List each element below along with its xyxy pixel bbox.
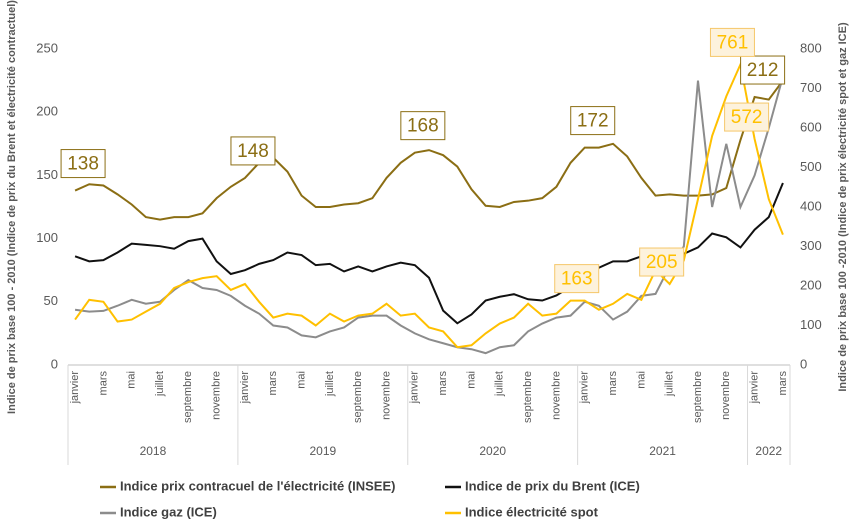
x-tick-label: mai — [465, 371, 477, 389]
x-tick-label: janvier — [409, 371, 421, 405]
year-label: 2021 — [649, 444, 676, 458]
data-label: 148 — [237, 141, 269, 162]
x-tick-label: janvier — [749, 371, 761, 405]
legend-label: Indice prix contracuel de l'électricité … — [120, 478, 395, 493]
y2-tick-label: 100 — [800, 317, 822, 332]
year-label: 2019 — [309, 444, 336, 458]
x-tick-label: juillet — [324, 371, 336, 397]
x-tick-label: janvier — [579, 371, 591, 405]
legend-label: Indice électricité spot — [465, 504, 599, 519]
x-tick-label: mars — [777, 371, 789, 396]
y-tick-label: 100 — [36, 230, 58, 245]
x-tick-label: mai — [126, 371, 138, 389]
y-tick-label: 200 — [36, 104, 58, 119]
x-tick-label: mars — [607, 371, 619, 396]
x-tick-label: novembre — [211, 371, 223, 420]
y2-axis-title: Indice de prix base 100 -2010 (Indice de… — [837, 22, 849, 392]
y-tick-label: 250 — [36, 40, 58, 55]
series-line — [74, 80, 784, 221]
x-tick-label: novembre — [550, 371, 562, 420]
data-label: 205 — [646, 252, 678, 273]
y2-tick-label: 300 — [800, 238, 822, 253]
data-label: 172 — [577, 111, 609, 132]
x-tick-label: janvier — [239, 371, 251, 405]
x-tick-label: mars — [437, 371, 449, 396]
x-tick-label: novembre — [720, 371, 732, 420]
y-tick-label: 0 — [51, 356, 58, 371]
y2-tick-label: 0 — [800, 356, 807, 371]
year-label: 2018 — [140, 444, 167, 458]
x-tick-label: juillet — [494, 371, 506, 397]
y2-tick-label: 600 — [800, 119, 822, 134]
legend-label: Indice de prix du Brent (ICE) — [465, 478, 640, 493]
year-label: 2020 — [479, 444, 506, 458]
x-tick-label: mai — [295, 371, 307, 389]
data-label: 168 — [407, 116, 439, 137]
y-tick-label: 150 — [36, 167, 58, 182]
x-tick-label: juillet — [664, 371, 676, 397]
data-label: 163 — [561, 269, 593, 290]
label-box — [554, 264, 600, 294]
x-tick-label: septembre — [522, 371, 534, 423]
label-box — [740, 55, 786, 85]
data-label: 572 — [731, 107, 763, 128]
x-tick-label: mars — [97, 371, 109, 396]
x-tick-label: septembre — [692, 371, 704, 423]
data-label: 138 — [67, 154, 99, 175]
y2-tick-label: 200 — [800, 277, 822, 292]
label-box — [570, 106, 616, 136]
data-label: 761 — [717, 32, 749, 53]
y2-tick-label: 700 — [800, 80, 822, 95]
y2-tick-label: 800 — [800, 40, 822, 55]
x-tick-label: mars — [267, 371, 279, 396]
series-line — [74, 61, 784, 349]
data-label: 212 — [747, 60, 779, 81]
label-box — [60, 149, 106, 179]
x-tick-label: septembre — [182, 371, 194, 423]
legend-label: Indice gaz (ICE) — [120, 504, 217, 519]
x-tick-label: novembre — [380, 371, 392, 420]
x-tick-label: janvier — [69, 371, 81, 405]
y-tick-label: 50 — [44, 293, 58, 308]
label-box — [230, 136, 276, 166]
label-box — [400, 111, 446, 141]
x-tick-label: mai — [635, 371, 647, 389]
y-axis-title: Indice de prix base 100 - 2010 (Indice d… — [6, 0, 18, 414]
label-box — [724, 102, 770, 132]
x-tick-label: septembre — [352, 371, 364, 423]
label-box — [639, 247, 685, 277]
year-label: 2022 — [755, 444, 782, 458]
label-box — [709, 27, 755, 57]
y2-tick-label: 400 — [800, 198, 822, 213]
x-tick-label: juillet — [154, 371, 166, 397]
y2-tick-label: 500 — [800, 159, 822, 174]
